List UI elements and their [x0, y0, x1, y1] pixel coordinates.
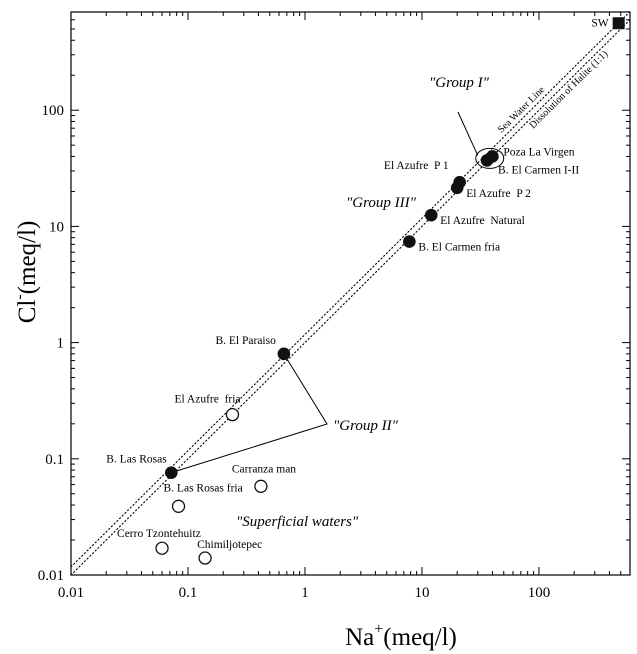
point-labels: SW Poza La Virgen B. El Carmen I-II El Azuf… [106, 17, 609, 551]
data-point [198, 551, 212, 565]
y-tick-label: 0.1 [45, 452, 64, 468]
data-point [612, 17, 625, 30]
point-label: B. Las Rosas fria [164, 482, 243, 494]
data-points [155, 17, 625, 565]
data-point [254, 479, 268, 493]
point-label: Cerro Tzontehuitz [117, 528, 201, 540]
y-tick-label: 10 [49, 219, 64, 235]
point-label: B. El Paraiso [215, 335, 276, 347]
group-label: "Group I" [429, 75, 490, 91]
x-axis-title: Na+(meq/l) [345, 621, 457, 651]
group-annotations: "Group I" "Group II" "Group III" "Superfici… [171, 75, 505, 530]
data-point [480, 154, 494, 167]
axis-ticks: 0.01 0.1 1 10 100 0.01 0.1 1 10 100 [38, 11, 631, 601]
y-tick-label: 100 [42, 103, 65, 119]
point-label: Carranza man [232, 463, 296, 475]
point-label: El Azufre Natural [440, 215, 525, 227]
plot-area-frame [70, 11, 631, 576]
y-axis-title-base: Cl [14, 300, 41, 324]
group-i-leader [457, 111, 479, 156]
point-label: El Azufre P 1 [384, 160, 449, 172]
point-label: B. El Carmen fria [418, 242, 500, 254]
x-axis-title-base: Na [345, 624, 374, 651]
group-i-ellipse [475, 147, 505, 169]
reference-line [70, 11, 631, 568]
data-point [171, 499, 186, 513]
y-axis-title-sup: - [11, 294, 28, 299]
data-point [403, 235, 416, 248]
y-tick-label: 0.01 [38, 568, 64, 584]
x-tick-label: 0.1 [179, 585, 198, 601]
data-point [424, 208, 438, 222]
x-axis-title-unit: (meq/l) [383, 624, 457, 651]
group-label: "Group II" [333, 418, 399, 434]
point-label: B. Las Rosas [106, 454, 167, 466]
group-ii-connector [171, 353, 328, 474]
data-point [165, 466, 178, 479]
x-tick-label: 1 [301, 585, 309, 601]
x-tick-label: 100 [528, 585, 551, 601]
x-axis-title-sup: + [374, 621, 383, 638]
data-point [277, 347, 291, 361]
reference-line [70, 19, 631, 576]
x-tick-label: 10 [414, 585, 429, 601]
y-axis-title: Cl-(meq/l) [11, 221, 41, 324]
data-point [225, 407, 240, 422]
point-label: B. El Carmen I-II [498, 164, 579, 176]
group-label: "Group III" [346, 195, 417, 211]
point-label: Chimiljotepec [197, 539, 262, 551]
point-label: SW [591, 17, 608, 29]
y-tick-label: 1 [57, 336, 65, 352]
point-label: El Azufre fria [174, 394, 240, 406]
group-label: "Superficial waters" [236, 514, 359, 530]
point-label: Poza La Virgen [503, 146, 574, 158]
x-tick-label: 0.01 [58, 585, 84, 601]
point-label: El Azufre P 2 [466, 188, 531, 200]
data-point [450, 181, 464, 195]
data-point [155, 541, 169, 555]
y-axis-title-unit: (meq/l) [14, 221, 41, 295]
